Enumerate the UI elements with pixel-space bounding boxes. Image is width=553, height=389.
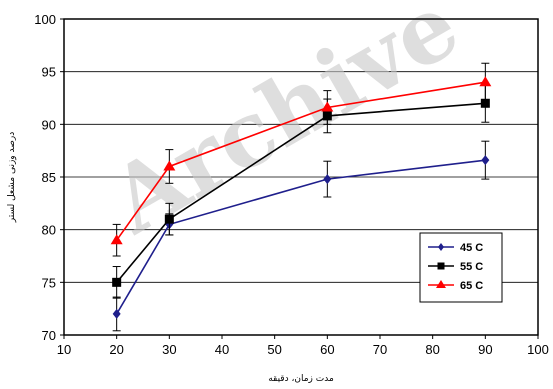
series-2 [110, 62, 492, 257]
y-tick-label-70: 70 [42, 328, 56, 343]
x-axis-ticks: 10 20 30 40 50 60 70 80 90 100 [57, 335, 549, 357]
y-axis-title: درصد وزنی مشعل لستر [7, 132, 17, 223]
legend: 45 C 55 C 65 C [419, 232, 503, 303]
y-tick-label-95: 95 [42, 65, 56, 80]
data-point-1-1 [164, 214, 174, 224]
data-point-1-0 [112, 277, 122, 287]
x-tick-label-40: 40 [215, 342, 229, 357]
data-point-2-3 [479, 76, 492, 87]
data-point-2-1 [163, 160, 176, 171]
x-tick-label-30: 30 [162, 342, 176, 357]
series-layer [110, 62, 492, 332]
x-tick-label-60: 60 [320, 342, 334, 357]
x-tick-label-70: 70 [373, 342, 387, 357]
x-tick-label-90: 90 [478, 342, 492, 357]
x-tick-label-100: 100 [527, 342, 549, 357]
x-tick-label-20: 20 [109, 342, 123, 357]
y-tick-label-100: 100 [34, 12, 56, 27]
data-point-0-0 [112, 308, 121, 319]
legend-label-0: 45 C [460, 242, 483, 254]
y-tick-label-75: 75 [42, 275, 56, 290]
series-line-0 [115, 159, 486, 315]
data-point-0-3 [481, 155, 490, 166]
legend-box [419, 232, 503, 303]
legend-marker-2 [436, 280, 446, 288]
y-tick-label-90: 90 [42, 117, 56, 132]
x-tick-label-80: 80 [425, 342, 439, 357]
legend-marker-0 [438, 243, 444, 251]
series-0 [112, 140, 490, 332]
legend-label-1: 55 C [460, 261, 483, 273]
y-tick-label-80: 80 [42, 223, 56, 238]
x-tick-label-10: 10 [57, 342, 71, 357]
legend-label-2: 65 C [460, 280, 483, 292]
y-tick-label-85: 85 [42, 170, 56, 185]
data-point-0-2 [323, 174, 332, 185]
x-axis-title: مدت زمان، دقیقه [268, 374, 334, 384]
x-tick-label-50: 50 [267, 342, 281, 357]
data-point-2-0 [110, 234, 123, 245]
y-axis-ticks: 70 75 80 85 90 95 100 [34, 12, 64, 343]
series-line-2 [116, 81, 486, 241]
legend-marker-1 [437, 262, 445, 270]
data-point-1-3 [480, 98, 490, 108]
data-point-2-2 [321, 101, 334, 112]
series-line-1 [116, 102, 486, 283]
